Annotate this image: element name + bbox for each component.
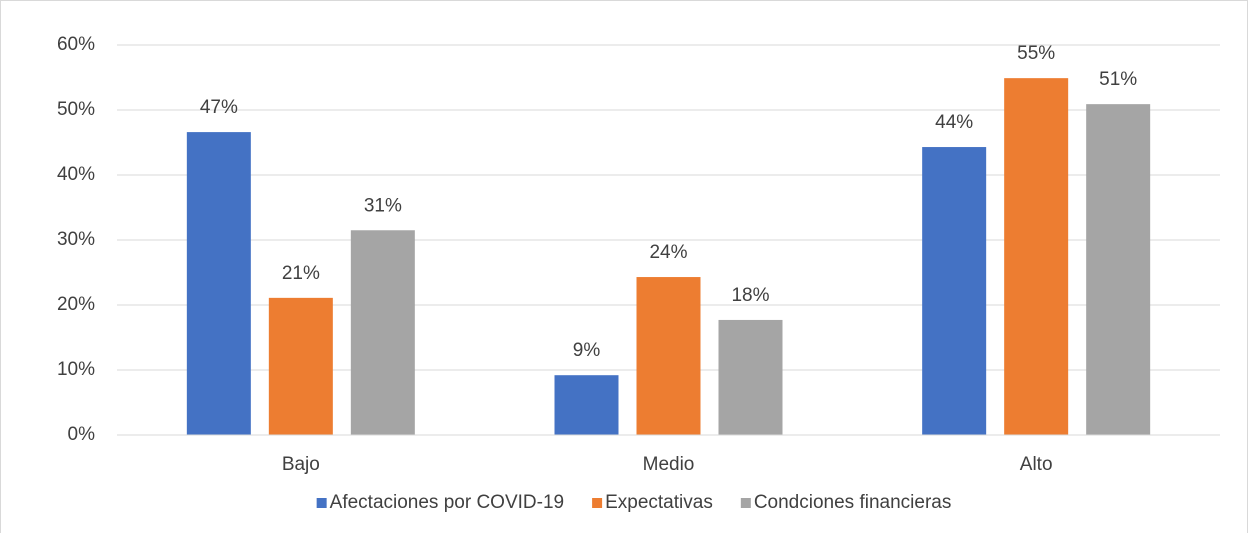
bar (1004, 78, 1069, 436)
legend-label: Condciones financieras (754, 492, 952, 513)
data-label: 9% (573, 340, 601, 361)
y-tick-label: 40% (57, 164, 95, 185)
bar (350, 230, 415, 435)
y-tick-label: 50% (57, 99, 95, 120)
bar (554, 375, 619, 435)
bar (718, 319, 783, 435)
y-tick-label: 60% (57, 34, 95, 55)
data-label: 31% (364, 195, 402, 216)
x-tick-label: Alto (1020, 454, 1053, 475)
y-tick-label: 30% (57, 229, 95, 250)
bar (268, 297, 333, 435)
data-label: 44% (935, 112, 973, 133)
data-label: 24% (649, 242, 687, 263)
legend-label: Expectativas (605, 492, 713, 513)
y-tick-label: 20% (57, 294, 95, 315)
x-tick-label: Medio (643, 454, 695, 475)
data-label: 47% (200, 97, 238, 118)
data-label: 55% (1017, 43, 1055, 64)
bar (636, 277, 701, 435)
legend-label: Afectaciones por COVID-19 (330, 492, 564, 513)
legend-swatch (740, 498, 751, 508)
data-label: 21% (282, 263, 320, 284)
data-label: 51% (1099, 69, 1137, 90)
data-label: 18% (731, 285, 769, 306)
x-tick-label: Bajo (282, 454, 320, 475)
bar (186, 132, 251, 435)
bar (1086, 104, 1151, 436)
bar (922, 147, 987, 436)
y-tick-label: 10% (57, 359, 95, 380)
legend-swatch (592, 498, 603, 508)
y-tick-label: 0% (68, 424, 96, 445)
legend-swatch (316, 498, 327, 508)
